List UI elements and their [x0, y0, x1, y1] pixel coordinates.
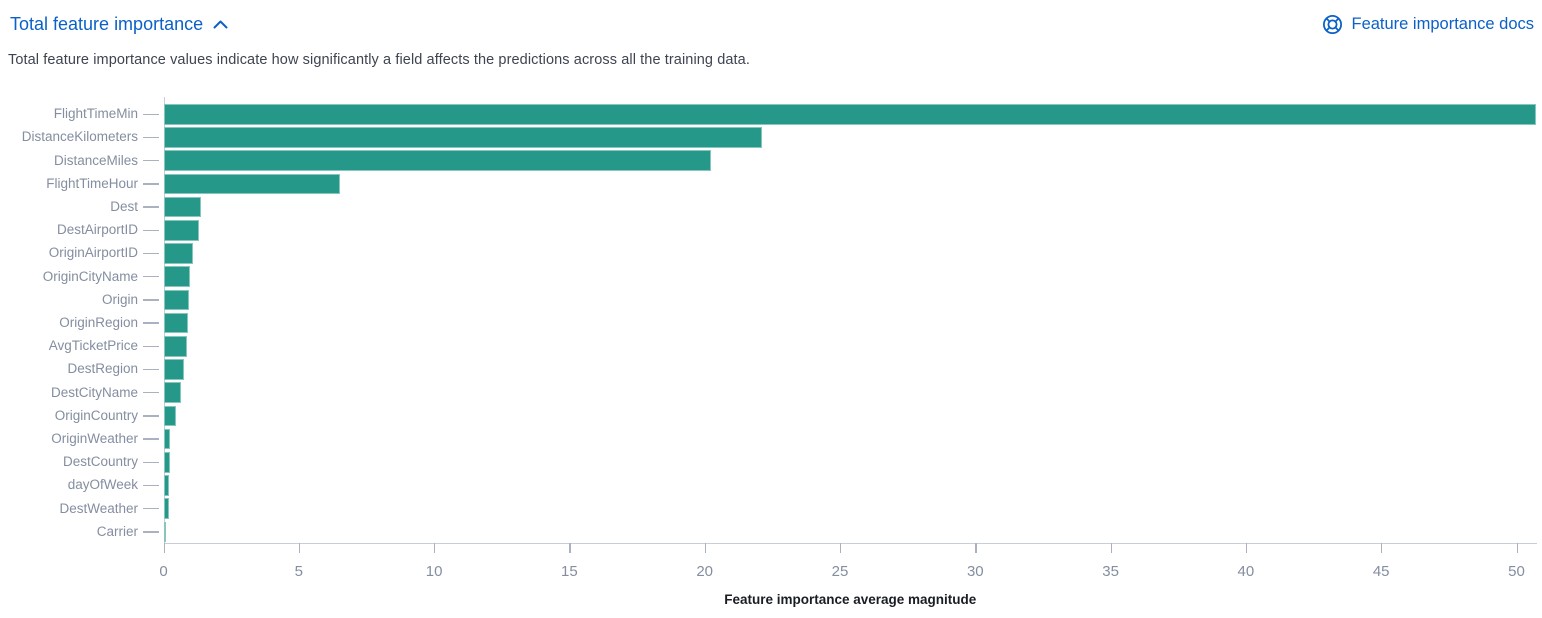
- feature-importance-bar[interactable]: [164, 289, 190, 311]
- x-axis-tick-label: 10: [425, 563, 443, 580]
- y-axis-tick: [143, 531, 159, 533]
- x-axis-tick: [1381, 542, 1383, 553]
- y-axis-label: AvgTicketPrice: [48, 338, 138, 354]
- y-axis-label: FlightTimeHour: [46, 175, 138, 191]
- feature-importance-bar[interactable]: [164, 428, 171, 450]
- x-axis-tick: [704, 542, 706, 553]
- y-axis-label: OriginWeather: [51, 431, 138, 447]
- x-axis-tick-label: 25: [831, 563, 849, 580]
- feature-importance-bar[interactable]: [164, 405, 177, 427]
- y-axis-tick: [143, 299, 159, 301]
- y-axis-label: DistanceMiles: [53, 152, 138, 168]
- feature-importance-bar[interactable]: [164, 220, 200, 241]
- x-axis-tick-label: 15: [561, 563, 578, 580]
- feature-importance-bar[interactable]: [164, 104, 1537, 125]
- y-axis-tick: [143, 461, 159, 463]
- x-axis-tick: [1245, 542, 1248, 553]
- feature-importance-docs-link[interactable]: Feature importance docs: [1322, 14, 1534, 35]
- y-axis-label: DestWeather: [59, 500, 138, 516]
- feature-importance-bar[interactable]: [164, 382, 182, 403]
- y-axis-label: OriginRegion: [59, 315, 138, 331]
- feature-importance-bar[interactable]: [164, 243, 193, 264]
- y-axis-label: FlightTimeMin: [53, 106, 138, 122]
- x-axis-tick: [1516, 542, 1518, 553]
- docs-link-label: Feature importance docs: [1351, 15, 1534, 33]
- x-axis-tick-label: 35: [1102, 563, 1119, 580]
- y-axis-tick: [143, 438, 159, 440]
- x-axis-tick-label: 0: [159, 563, 168, 580]
- section-title: Total feature importance: [10, 14, 204, 34]
- x-axis-title: Feature importance average magnitude: [724, 592, 977, 607]
- y-axis-tick: [143, 415, 159, 417]
- y-axis-tick: [143, 252, 159, 255]
- y-axis-label: DestRegion: [67, 361, 138, 377]
- y-axis-tick: [143, 183, 159, 185]
- y-axis-label: DistanceKilometers: [21, 129, 138, 145]
- x-axis-tick-label: 40: [1237, 563, 1255, 580]
- feature-importance-bar[interactable]: [164, 475, 170, 496]
- y-axis-label: dayOfWeek: [67, 477, 138, 493]
- total-feature-importance-toggle[interactable]: Total feature importance: [10, 14, 229, 35]
- y-axis-label: Origin: [101, 291, 138, 307]
- y-axis-label: OriginCountry: [54, 407, 138, 423]
- x-axis-tick-label: 50: [1508, 563, 1525, 580]
- y-axis-label: Carrier: [96, 523, 138, 539]
- section-description: Total feature importance values indicate…: [8, 52, 750, 68]
- feature-importance-bar[interactable]: [164, 150, 711, 171]
- y-axis-tick: [143, 484, 159, 487]
- y-axis-tick: [143, 275, 159, 278]
- y-axis-tick: [143, 136, 159, 139]
- y-axis-tick: [143, 391, 159, 394]
- y-axis-label: Dest: [110, 199, 138, 215]
- y-axis-tick: [143, 159, 159, 162]
- x-axis-tick: [163, 542, 165, 553]
- feature-importance-bar[interactable]: [164, 173, 341, 195]
- y-axis-tick: [143, 345, 159, 347]
- chevron-up-icon: [212, 19, 229, 30]
- y-axis-tick: [143, 507, 159, 510]
- x-axis-tick: [840, 542, 842, 553]
- x-axis-line: [163, 542, 1537, 544]
- x-axis-tick: [975, 542, 977, 553]
- y-axis-label: DestCityName: [50, 384, 138, 400]
- y-axis-tick: [143, 113, 159, 115]
- y-axis-tick: [143, 322, 159, 324]
- feature-importance-bar[interactable]: [164, 127, 763, 148]
- feature-importance-bar[interactable]: [164, 359, 184, 380]
- x-axis-tick: [434, 542, 436, 553]
- x-axis-tick-label: 45: [1372, 563, 1390, 580]
- x-axis-tick-label: 5: [294, 563, 303, 580]
- help-lifebuoy-icon: [1322, 14, 1343, 35]
- x-axis-tick: [569, 542, 571, 553]
- feature-importance-bar[interactable]: [164, 498, 169, 519]
- feature-importance-bar[interactable]: [164, 266, 191, 287]
- y-axis-label: DestCountry: [62, 454, 138, 470]
- y-axis-label: DestAirportID: [56, 222, 138, 238]
- x-axis-tick: [298, 542, 301, 553]
- feature-importance-bar[interactable]: [164, 196, 201, 218]
- y-axis-label: OriginCityName: [42, 268, 138, 284]
- y-axis-label: OriginAirportID: [48, 245, 138, 261]
- feature-importance-bar[interactable]: [164, 452, 170, 473]
- y-axis-tick: [143, 368, 159, 371]
- section-header: Total feature importance Feature importa…: [10, 14, 1534, 40]
- feature-importance-bar[interactable]: [164, 521, 166, 543]
- y-axis-tick: [143, 206, 159, 208]
- x-axis-tick-label: 30: [966, 563, 984, 580]
- x-axis-tick-label: 20: [696, 563, 714, 580]
- x-axis-tick: [1110, 542, 1112, 553]
- feature-importance-bar[interactable]: [164, 336, 187, 357]
- y-axis-line: [163, 97, 165, 553]
- feature-importance-bar[interactable]: [164, 312, 188, 334]
- y-axis-tick: [143, 229, 159, 231]
